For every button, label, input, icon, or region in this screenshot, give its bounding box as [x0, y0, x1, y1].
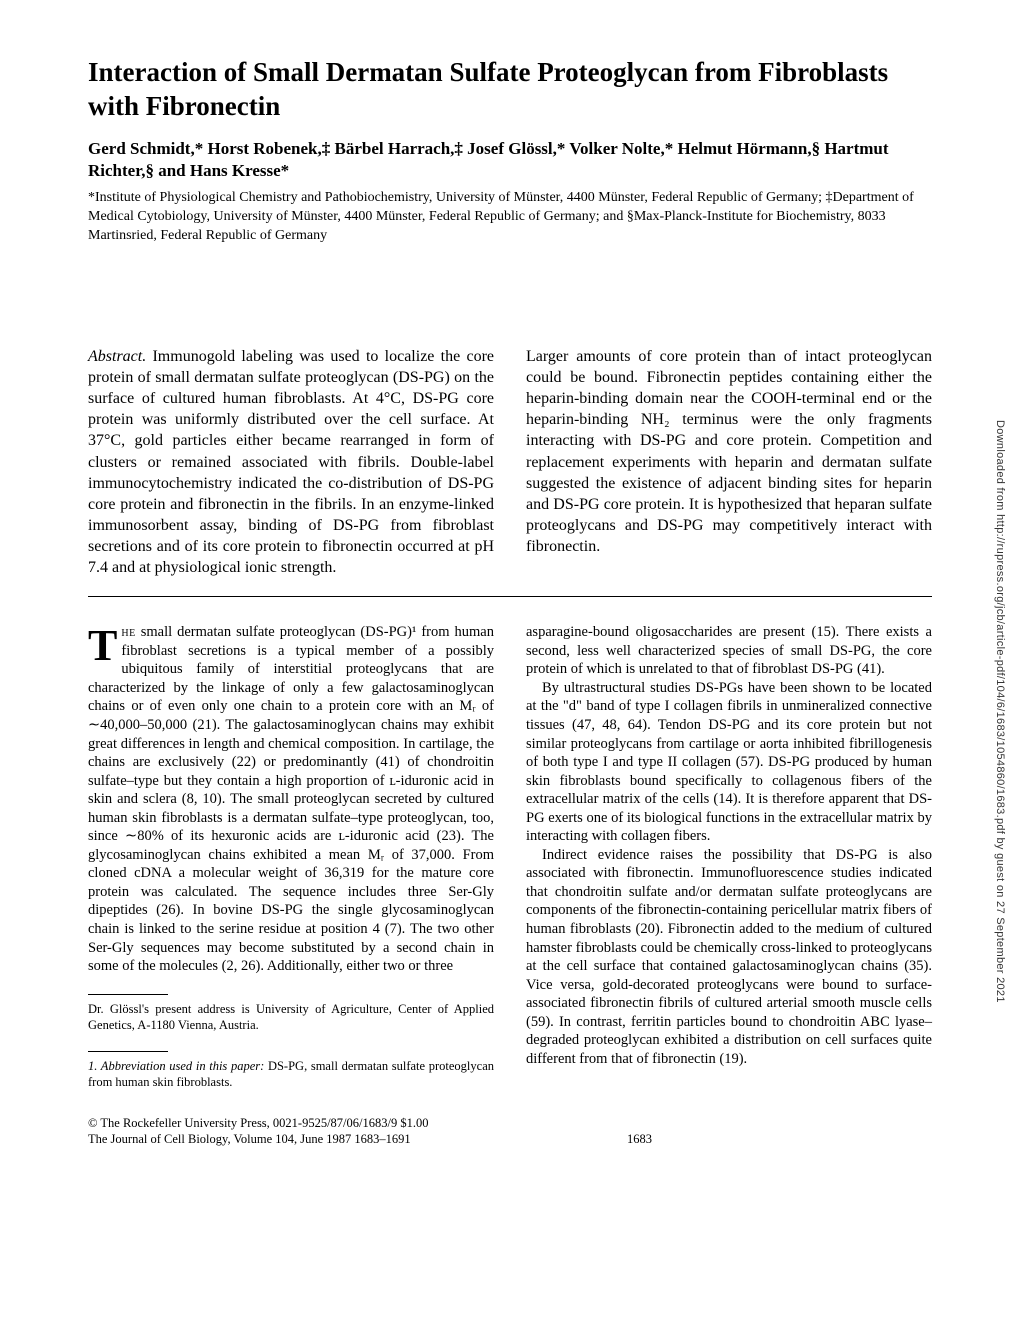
body-right-p1: asparagine-bound oligosaccharides are pr…	[526, 623, 932, 679]
abstract-label: Abstract.	[88, 348, 146, 365]
page-number: 1683	[627, 1131, 932, 1147]
copyright-block: © The Rockefeller University Press, 0021…	[88, 1115, 932, 1148]
body-left-column: The small dermatan sulfate proteoglycan …	[88, 623, 494, 1090]
footnote-address: Dr. Glössl's present address is Universi…	[88, 1001, 494, 1034]
abstract-right-column: Larger amounts of core protein than of i…	[526, 346, 932, 578]
author-list: Gerd Schmidt,* Horst Robenek,‡ Bärbel Ha…	[88, 138, 932, 184]
body-right-column: asparagine-bound oligosaccharides are pr…	[526, 623, 932, 1090]
copyright-line1: © The Rockefeller University Press, 0021…	[88, 1115, 932, 1131]
body-left-p1: The small dermatan sulfate proteoglycan …	[88, 623, 494, 975]
abstract-section: Abstract. Immunogold labeling was used t…	[88, 346, 932, 578]
page-container: Interaction of Small Dermatan Sulfate Pr…	[0, 0, 1020, 1187]
affiliations: *Institute of Physiological Chemistry an…	[88, 189, 932, 246]
smallcaps-lead: he	[121, 624, 135, 640]
article-title: Interaction of Small Dermatan Sulfate Pr…	[88, 56, 932, 124]
body-right-p2: By ultrastructural studies DS-PGs have b…	[526, 679, 932, 846]
copyright-line2: The Journal of Cell Biology, Volume 104,…	[88, 1131, 411, 1147]
body-right-p3: Indirect evidence raises the possibility…	[526, 846, 932, 1069]
footnote-divider	[88, 994, 168, 995]
body-left-p1-text: small dermatan sulfate proteoglycan (DS-…	[88, 624, 494, 974]
download-watermark: Downloaded from http://rupress.org/jcb/a…	[994, 420, 1006, 1003]
footnote-abbreviation: 1. Abbreviation used in this paper: DS-P…	[88, 1058, 494, 1091]
body-section: The small dermatan sulfate proteoglycan …	[88, 623, 932, 1090]
footnote-abbrev-label: 1. Abbreviation used in this paper:	[88, 1059, 264, 1073]
footnote-divider-2	[88, 1051, 168, 1052]
abstract-left-column: Abstract. Immunogold labeling was used t…	[88, 346, 494, 578]
dropcap: T	[88, 623, 121, 664]
section-divider	[88, 596, 932, 597]
abstract-left-text: Immunogold labeling was used to localize…	[88, 348, 494, 576]
